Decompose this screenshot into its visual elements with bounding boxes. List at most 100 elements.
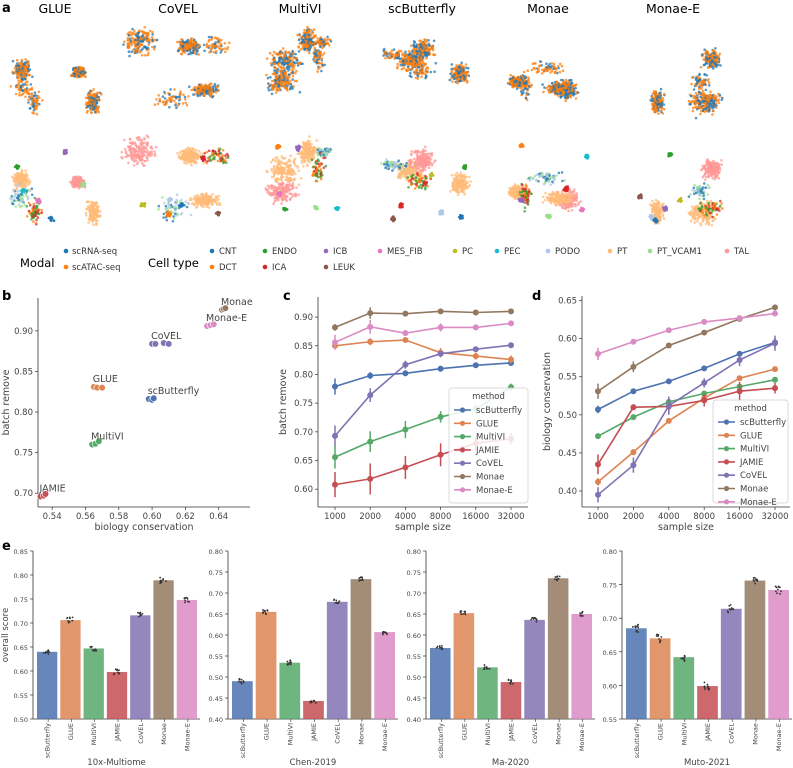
umap-point — [288, 188, 291, 192]
umap-point — [97, 95, 101, 99]
umap-point — [429, 70, 433, 74]
umap-point — [280, 69, 284, 72]
umap-point — [23, 174, 27, 178]
umap-point — [282, 77, 286, 80]
umap-point — [296, 33, 299, 37]
umap-point — [22, 190, 26, 193]
umap-point — [190, 44, 194, 47]
umap-panels: GLUE CoVEL MultiVI scButterfly Monae Monae-E — [9, 1, 724, 227]
umap-point — [280, 202, 283, 205]
umap-point — [18, 71, 21, 75]
umap-point — [449, 72, 452, 76]
umap-point — [315, 179, 319, 183]
umap-point — [27, 91, 30, 95]
umap-point — [192, 152, 196, 155]
umap-point — [191, 51, 195, 55]
umap-point — [194, 199, 197, 203]
umap-point — [95, 205, 99, 208]
umap-point — [210, 35, 213, 39]
umap-point — [91, 220, 94, 223]
umap-point — [28, 203, 32, 207]
umap-point — [292, 60, 296, 64]
umap-point — [24, 69, 28, 72]
umap-point — [418, 52, 421, 55]
umap-point — [17, 194, 20, 197]
umap-point — [91, 202, 95, 205]
umap-point — [168, 198, 171, 202]
umap-point — [92, 107, 95, 111]
umap-point — [198, 199, 201, 203]
umap-point — [295, 69, 298, 73]
umap-point — [310, 158, 314, 161]
panel-label-c: c — [283, 289, 291, 304]
umap-point — [314, 207, 318, 211]
umap-point — [175, 106, 178, 110]
umap-point — [75, 75, 79, 79]
umap-point — [304, 37, 307, 41]
umap-point — [11, 59, 15, 63]
umap-point — [277, 83, 281, 87]
umap-point — [297, 148, 301, 151]
umap-point — [286, 165, 289, 168]
umap-title: GLUE — [38, 1, 71, 16]
umap-point — [207, 200, 211, 204]
umap-modality — [382, 38, 471, 85]
umap-point — [298, 34, 302, 37]
umap-point — [280, 172, 284, 175]
umap-point — [188, 159, 191, 162]
umap-point — [414, 76, 418, 80]
umap-point — [319, 171, 323, 174]
umap-point — [19, 180, 22, 184]
umap-point — [194, 41, 198, 45]
umap-point — [276, 177, 280, 181]
umap-point — [181, 42, 184, 46]
umap-point — [459, 73, 463, 76]
umap-point — [204, 86, 207, 89]
umap-point — [303, 28, 306, 32]
umap-point — [192, 38, 196, 41]
umap-point — [267, 88, 271, 92]
umap-point — [280, 175, 283, 178]
umap-point — [300, 35, 304, 39]
umap-point — [282, 162, 285, 165]
umap-point — [290, 54, 293, 57]
umap-point — [164, 207, 167, 211]
umap-point — [200, 87, 203, 91]
umap-point — [326, 35, 329, 39]
umap-point — [161, 100, 165, 104]
umap-point — [195, 148, 198, 152]
umap-point — [40, 208, 43, 212]
umap-point — [195, 52, 198, 56]
umap-point — [76, 72, 79, 76]
umap-point — [93, 93, 97, 96]
umap-point — [278, 50, 282, 54]
umap-point — [147, 43, 150, 47]
umap-point — [30, 213, 33, 217]
umap-point — [286, 84, 289, 88]
umap-point — [407, 50, 411, 53]
umap-point — [79, 176, 82, 180]
umap-point — [407, 68, 410, 72]
umap-point — [384, 56, 387, 60]
umap-point — [153, 103, 157, 106]
umap-title: scButterfly — [388, 1, 456, 16]
umap-point — [214, 151, 217, 154]
umap-point — [309, 38, 313, 41]
umap-point — [151, 45, 154, 49]
umap-point — [145, 39, 148, 42]
umap-point — [180, 212, 184, 215]
umap-point — [188, 48, 192, 52]
umap-point — [292, 178, 295, 182]
umap-point — [298, 42, 302, 45]
umap-point — [96, 215, 99, 219]
umap-point — [295, 186, 298, 189]
umap-point — [188, 85, 191, 88]
umap-point — [153, 154, 157, 157]
umap-point — [309, 145, 312, 149]
umap-point — [167, 206, 170, 209]
umap-point — [38, 102, 41, 106]
umap-point — [21, 179, 25, 183]
umap-point — [286, 179, 290, 183]
umap-point — [26, 174, 29, 178]
umap-point — [284, 171, 288, 175]
